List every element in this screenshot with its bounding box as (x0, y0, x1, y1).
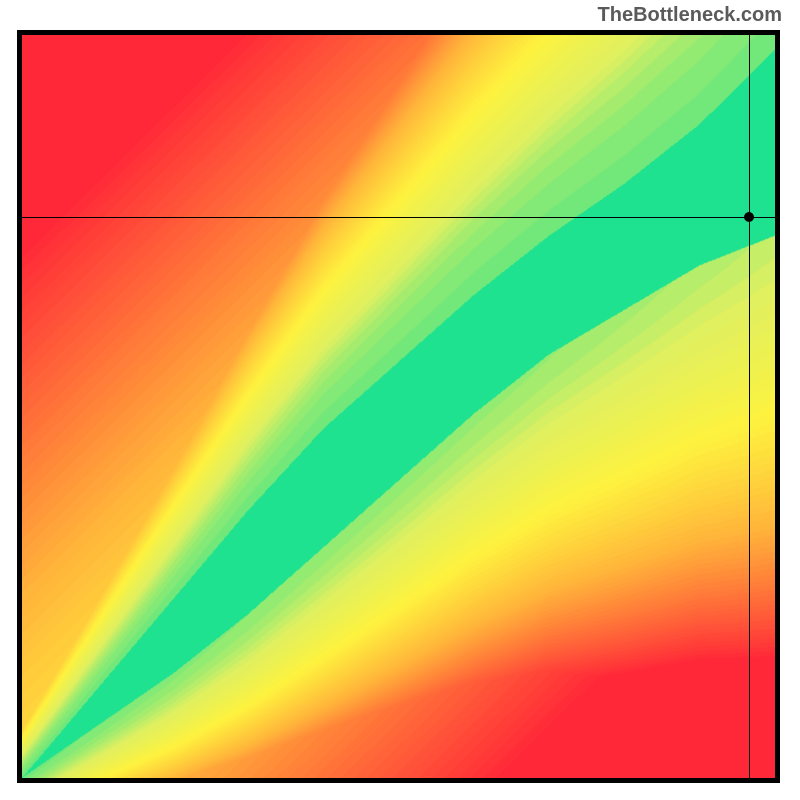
crosshair-vertical (749, 35, 750, 778)
bottleneck-heatmap (17, 30, 780, 783)
crosshair-horizontal (22, 217, 775, 218)
heatmap-canvas (22, 35, 775, 778)
marker-dot (744, 212, 754, 222)
watermark-text: TheBottleneck.com (598, 4, 782, 27)
